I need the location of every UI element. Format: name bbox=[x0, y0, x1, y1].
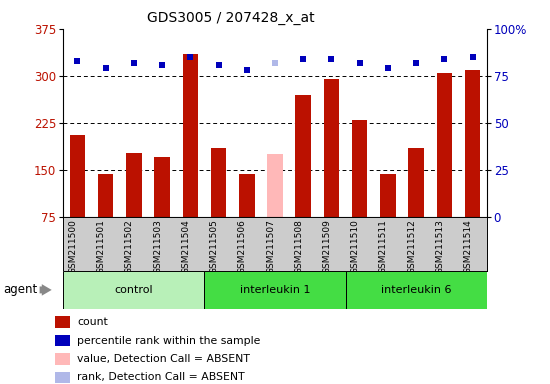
Bar bbox=[239, 174, 255, 217]
Bar bbox=[126, 153, 141, 217]
Text: GSM211503: GSM211503 bbox=[153, 219, 162, 274]
Text: GSM211509: GSM211509 bbox=[322, 219, 332, 274]
Text: interleukin 1: interleukin 1 bbox=[240, 285, 310, 295]
Bar bbox=[380, 174, 395, 217]
Text: percentile rank within the sample: percentile rank within the sample bbox=[77, 336, 260, 346]
Bar bbox=[183, 54, 198, 217]
Bar bbox=[211, 148, 226, 217]
Text: GSM211514: GSM211514 bbox=[464, 219, 472, 274]
Text: GSM211507: GSM211507 bbox=[266, 219, 275, 274]
Bar bbox=[155, 157, 170, 217]
Bar bbox=[295, 94, 311, 217]
Text: GSM211500: GSM211500 bbox=[68, 219, 78, 274]
Bar bbox=[409, 148, 424, 217]
Text: GSM211501: GSM211501 bbox=[97, 219, 106, 274]
Bar bbox=[267, 154, 283, 217]
Text: control: control bbox=[114, 285, 153, 295]
Text: value, Detection Call = ABSENT: value, Detection Call = ABSENT bbox=[77, 354, 250, 364]
Text: GSM211512: GSM211512 bbox=[407, 219, 416, 274]
Text: GSM211505: GSM211505 bbox=[210, 219, 218, 274]
Text: GSM211508: GSM211508 bbox=[294, 219, 303, 274]
Text: GSM211511: GSM211511 bbox=[379, 219, 388, 274]
Text: rank, Detection Call = ABSENT: rank, Detection Call = ABSENT bbox=[77, 372, 245, 382]
Text: agent: agent bbox=[3, 283, 37, 296]
Bar bbox=[437, 73, 452, 217]
Text: count: count bbox=[77, 317, 108, 327]
Text: interleukin 6: interleukin 6 bbox=[381, 285, 452, 295]
Bar bbox=[205, 271, 345, 309]
Bar bbox=[465, 70, 480, 217]
Bar bbox=[70, 136, 85, 217]
Bar bbox=[345, 271, 487, 309]
Bar bbox=[324, 79, 339, 217]
Text: GSM211513: GSM211513 bbox=[436, 219, 444, 274]
Text: GSM211510: GSM211510 bbox=[351, 219, 360, 274]
Bar bbox=[63, 271, 205, 309]
Text: GSM211502: GSM211502 bbox=[125, 219, 134, 274]
Text: GSM211506: GSM211506 bbox=[238, 219, 247, 274]
Bar bbox=[98, 174, 113, 217]
Text: GDS3005 / 207428_x_at: GDS3005 / 207428_x_at bbox=[147, 11, 315, 25]
Bar bbox=[352, 120, 367, 217]
Text: GSM211504: GSM211504 bbox=[182, 219, 190, 274]
